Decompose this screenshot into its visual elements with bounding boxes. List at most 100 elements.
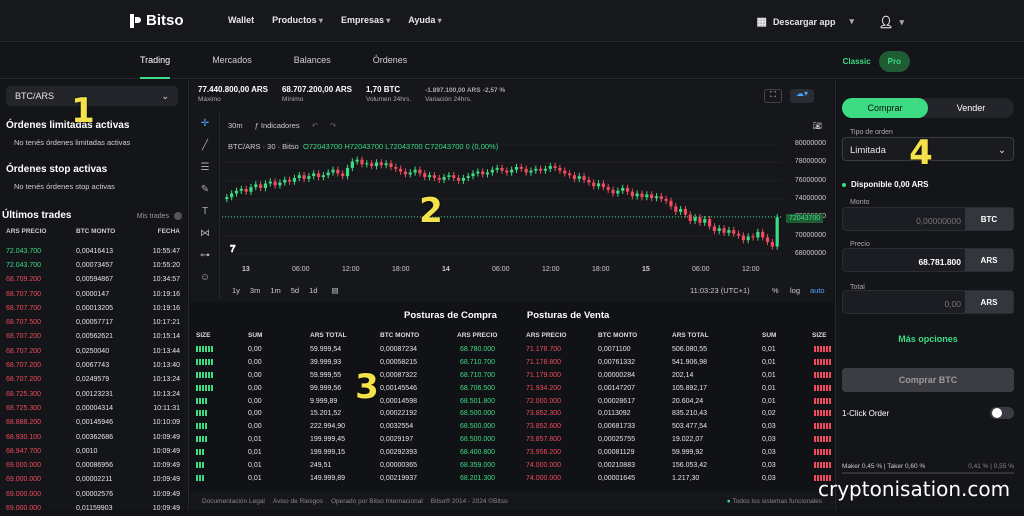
price-field[interactable]: 68.781.800 ARS [842, 248, 1014, 272]
percent-toggle[interactable]: % [772, 286, 779, 295]
total-field[interactable]: 0,00 ARS [842, 290, 1014, 314]
ob-cell: 0,00014598 [380, 397, 417, 405]
stat-max: 77.440.800,00 ARS Máximo [198, 85, 268, 103]
nav-productos[interactable]: Productos [272, 15, 323, 25]
my-trades-toggle[interactable]: Mis trades [137, 211, 182, 220]
tab-mercados[interactable]: Mercados [212, 55, 252, 65]
trades-title: Últimos trades [2, 210, 72, 221]
ob-row[interactable]: 0,00 222.994,90 0,0032554 68.500.000 73.852.… [190, 421, 834, 434]
ob-col-header: ARS TOTAL [672, 332, 709, 339]
log-toggle[interactable]: log [790, 286, 801, 295]
ob-row[interactable]: 0,00 59.999,54 0,00087234 68.780.000 71.178.… [190, 344, 834, 357]
ob-row[interactable]: 0,00 9.999,89 0,00014598 68.501.800 72.000.0… [190, 396, 834, 409]
emoji-icon[interactable]: ☺ [199, 271, 211, 283]
buy-btc-button[interactable]: Comprar BTC [842, 368, 1014, 392]
redo-icon[interactable]: ↷ [329, 120, 337, 130]
brush-icon[interactable]: ✎ [200, 183, 210, 195]
undo-icon[interactable]: ↶ [311, 120, 318, 130]
ob-row[interactable]: 0,00 99.999,56 0,00145546 68.706.500 71.934.… [190, 383, 834, 396]
ob-row[interactable]: 0,00 39.999,93 0,00058215 68.710.700 71.178.… [190, 357, 834, 370]
indicators-button[interactable]: ƒ Indicadores [255, 121, 300, 130]
ob-cell: 0,01 [762, 358, 776, 366]
camera-icon[interactable]: 📷︎ [812, 120, 822, 130]
price-chart[interactable] [222, 135, 782, 263]
trade-amount: 0,0010 [76, 447, 98, 455]
mode-pro[interactable]: Pro [878, 51, 910, 72]
badge-2: 2 [419, 191, 443, 231]
range-1y[interactable]: 1y [232, 286, 240, 295]
candle-body [732, 230, 736, 234]
fib-icon[interactable]: ☰ [200, 161, 210, 173]
download-app-button[interactable]: ▦ Descargar app ▾ [757, 15, 854, 28]
candle-body [273, 181, 277, 186]
candle-body [225, 197, 229, 199]
ob-row[interactable]: 0,01 199.999,15 0,00292393 68.400.800 73.956… [190, 447, 834, 460]
candle-body [751, 236, 755, 238]
trade-row: 68.707.200 0,00562621 10:15:14 [6, 330, 180, 344]
tab-balances[interactable]: Balances [293, 55, 331, 65]
ob-cell: 68.780.000 [460, 346, 496, 353]
col-price: ARS PRECIO [6, 228, 47, 235]
sell-tab[interactable]: Vender [956, 103, 986, 113]
range-5d[interactable]: 5d [290, 286, 300, 295]
bid-size-bar [196, 397, 207, 404]
order-type-label: Tipo de orden [850, 129, 893, 136]
trade-row: 72.043.700 0,00073457 10:55:20 [6, 258, 180, 272]
auto-toggle[interactable]: auto [810, 286, 825, 295]
ob-col-header: BTC MONTO [380, 332, 420, 339]
range-3m[interactable]: 3m [249, 286, 261, 295]
buy-tab[interactable]: Comprar [842, 98, 928, 118]
bid-size-bar [196, 410, 207, 417]
candle-body [452, 175, 456, 178]
date-range-icon[interactable]: ▤ [331, 286, 339, 295]
crosshair-icon[interactable]: ✛ [200, 117, 210, 129]
ob-cell: 149.999,89 [310, 474, 346, 482]
mode-classic[interactable]: Classic [842, 57, 871, 66]
trade-row: 68.707.500 0,00057717 10:17:21 [6, 315, 180, 329]
trendline-icon[interactable]: ╱ [201, 139, 209, 151]
text-icon[interactable]: T [201, 205, 209, 217]
nav-ayuda[interactable]: Ayuda [408, 15, 441, 25]
main-nav: Wallet Productos Empresas Ayuda [228, 15, 442, 25]
fullscreen-icon[interactable]: ⛶ [764, 89, 782, 103]
candle-body [230, 193, 234, 198]
ob-cell: 71.179.000 [526, 371, 562, 379]
pattern-icon[interactable]: ⋈ [200, 227, 210, 239]
footer-risk-link[interactable]: Aviso de Riesgos [272, 497, 323, 505]
ob-row[interactable]: 0,01 149.999,89 0,00219937 68.201.300 74.000… [190, 473, 834, 486]
price-axis: 8000000078000000760000007400000072000000… [784, 135, 830, 263]
tab-ordenes[interactable]: Órdenes [372, 55, 408, 65]
ob-row[interactable]: 0,01 249,51 0,00000365 68.359.000 74.000.000… [190, 460, 834, 473]
footer-legal-link[interactable]: Documentación Legal [202, 497, 265, 505]
measure-icon[interactable]: ⊶ [200, 249, 210, 261]
total-currency: ARS [965, 291, 1013, 313]
range-1d[interactable]: 1d [309, 286, 318, 295]
ob-col-header: ARS PRECIO [457, 332, 498, 339]
cloud-icon[interactable]: ☁▾ [790, 89, 814, 103]
asks-title: Posturas de Venta [526, 310, 610, 321]
ob-row[interactable]: 0,01 199.999,45 0,0029197 68.500.000 73.857.… [190, 434, 834, 447]
more-options-link[interactable]: Más opciones [898, 334, 958, 344]
interval-select[interactable]: 30m [228, 120, 243, 130]
range-1m[interactable]: 1m [270, 286, 281, 295]
amount-field[interactable]: 0,00000000 BTC [842, 207, 1014, 231]
one-click-toggle[interactable] [990, 407, 1014, 419]
order-type-select[interactable]: Limitada ⌄ [842, 137, 1014, 161]
ob-cell: 59.999,54 [310, 346, 342, 353]
stop-orders-empty: No tenés órdenes stop activas [14, 182, 115, 191]
candle-body [442, 177, 446, 180]
user-menu[interactable]: 👤︎ ▾ [878, 15, 904, 29]
bitso-logo[interactable]: Bitso [128, 12, 184, 29]
trade-price: 68.707.500 [6, 319, 42, 327]
trade-price: 68.930.100 [6, 433, 42, 441]
ob-row[interactable]: 0,00 15.201,52 0,00022192 68.500.000 73.852.… [190, 408, 834, 421]
candle-body [529, 170, 533, 173]
ob-cell: 506.080,55 [672, 346, 708, 353]
trade-time: 10:19:16 [152, 290, 180, 298]
tab-trading[interactable]: Trading [140, 55, 171, 79]
ob-row[interactable]: 0,00 59.999,55 0,00087322 68.710.700 71.179.… [190, 370, 834, 383]
pair-selector[interactable]: BTC/ARS ⌄ [6, 86, 178, 106]
nav-empresas[interactable]: Empresas [341, 15, 390, 25]
nav-wallet[interactable]: Wallet [228, 15, 255, 25]
stat-min-value: 68.707.200,00 ARS [281, 85, 352, 94]
